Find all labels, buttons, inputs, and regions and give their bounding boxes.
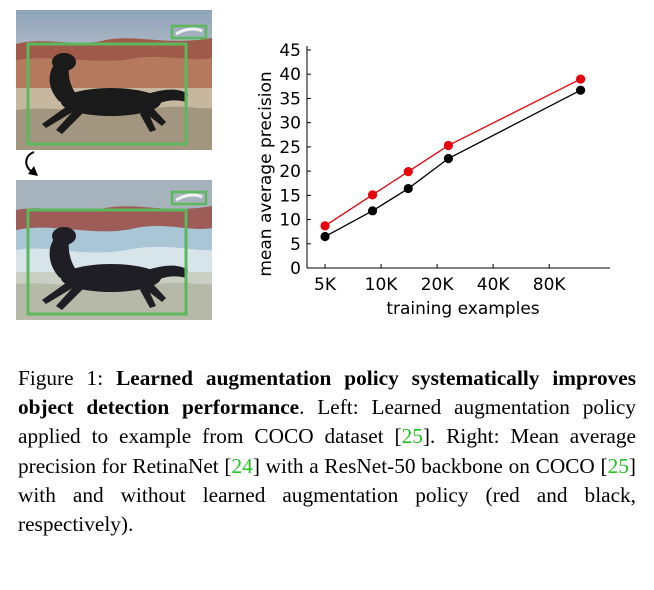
- caption-text-4: ] with and without learned augmentation …: [18, 453, 636, 537]
- data-point: [320, 221, 330, 231]
- chart-series: [320, 74, 586, 242]
- chart-axes: [306, 46, 610, 269]
- y-tick-label: 35: [279, 89, 301, 109]
- y-tick-label: 10: [279, 211, 301, 231]
- data-point: [320, 231, 330, 242]
- caption-text-1: . Left: Learned augmentation policy appl…: [18, 395, 637, 449]
- original-photo-graphic: [16, 10, 212, 150]
- citation-link[interactable]: 25: [401, 424, 423, 449]
- caption-text-2: ]. Right: Mean average precision for Ret…: [18, 424, 636, 478]
- y-ticks: 0 5 10 15 20 25 30 35 40 45: [279, 41, 311, 279]
- data-point: [403, 183, 413, 194]
- y-tick-label: 5: [290, 235, 301, 255]
- x-tick-label: 80K: [533, 275, 567, 295]
- x-ticks: 5K 10K 20K 40K 80K: [314, 264, 566, 295]
- data-point: [443, 153, 454, 164]
- data-point: [367, 190, 378, 200]
- y-tick-label: 15: [279, 186, 301, 206]
- data-point: [576, 85, 586, 95]
- x-axis-label: training examples: [386, 299, 539, 319]
- y-tick-label: 20: [279, 162, 301, 182]
- y-tick-label: 40: [279, 65, 301, 85]
- data-point: [576, 74, 586, 84]
- caption-bold-title: Learned augmentation policy systematical…: [18, 366, 636, 420]
- series-line: [324, 78, 581, 227]
- y-tick-label: 45: [279, 41, 301, 61]
- x-tick-label: 5K: [314, 275, 337, 295]
- y-tick-label: 25: [279, 138, 301, 158]
- caption-text-3: ] with a ResNet-50 backbone on COCO [: [252, 453, 608, 478]
- augmented-photo: [16, 180, 212, 320]
- y-axis-label: mean average precision: [256, 71, 276, 276]
- series-line: [324, 89, 581, 238]
- data-point: [443, 140, 454, 151]
- citation-link[interactable]: 24: [231, 453, 253, 478]
- original-photo: [16, 10, 212, 150]
- y-tick-label: 0: [290, 259, 301, 279]
- figure-caption: Figure 1: Learned augmentation policy sy…: [18, 364, 636, 539]
- augmented-photo-graphic: [16, 180, 212, 320]
- curved-arrow-icon: [25, 151, 38, 176]
- x-tick-label: 10K: [365, 275, 399, 295]
- map-chart: 0 5 10 15 20 25 30 35 40 45 5K 10K 20K 40K 80K mean a…: [256, 41, 610, 319]
- caption-prefix: Figure 1:: [18, 366, 117, 390]
- data-point: [367, 206, 378, 216]
- x-tick-label: 20K: [421, 275, 455, 295]
- data-point: [403, 166, 413, 177]
- y-tick-label: 30: [279, 114, 301, 134]
- citation-link[interactable]: 25: [607, 453, 629, 478]
- x-tick-label: 40K: [477, 275, 511, 295]
